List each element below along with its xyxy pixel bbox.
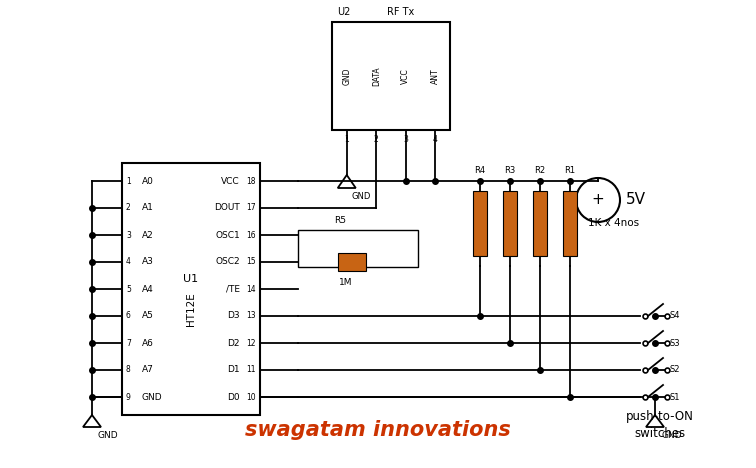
Text: S1: S1	[669, 393, 680, 402]
Bar	[338, 253, 366, 271]
Text: ANT: ANT	[431, 68, 440, 84]
Text: +: +	[592, 192, 604, 207]
Text: 1M: 1M	[339, 278, 353, 287]
Text: 4: 4	[433, 135, 438, 144]
Text: VCC: VCC	[401, 68, 411, 84]
Text: A1: A1	[142, 204, 154, 212]
Text: R1: R1	[565, 166, 575, 175]
Text: DATA: DATA	[372, 66, 381, 86]
Text: HT12E: HT12E	[186, 292, 196, 326]
Bar	[332, 22, 450, 130]
Text: 2: 2	[374, 135, 379, 144]
Text: 18: 18	[246, 176, 256, 185]
Text: push-to-ON
switches: push-to-ON switches	[626, 410, 694, 440]
Text: 10: 10	[246, 393, 256, 402]
Text: S2: S2	[669, 366, 680, 374]
Text: S4: S4	[669, 312, 680, 321]
Text: 13: 13	[246, 312, 256, 321]
Text: A4: A4	[142, 285, 153, 293]
Text: D3: D3	[228, 312, 240, 321]
Bar	[122, 163, 260, 415]
Text: 16: 16	[246, 231, 256, 240]
Text: DOUT: DOUT	[214, 204, 240, 212]
Text: 15: 15	[246, 257, 256, 266]
Text: 1: 1	[126, 176, 131, 185]
Text: 12: 12	[246, 338, 256, 348]
Text: S3: S3	[669, 338, 680, 348]
Bar	[563, 191, 577, 256]
Text: A5: A5	[142, 312, 154, 321]
Text: GND: GND	[342, 67, 352, 85]
Text: R3: R3	[504, 166, 516, 175]
Bar	[533, 191, 547, 256]
Text: 1: 1	[345, 135, 349, 144]
Text: 5: 5	[126, 285, 131, 293]
Text: OSC2: OSC2	[215, 257, 240, 266]
Text: R5: R5	[334, 216, 346, 225]
Text: GND: GND	[142, 393, 163, 402]
Text: A3: A3	[142, 257, 154, 266]
Text: A7: A7	[142, 366, 154, 374]
Text: OSC1: OSC1	[215, 231, 240, 240]
Text: R4: R4	[475, 166, 485, 175]
Text: 14: 14	[246, 285, 256, 293]
Text: 2: 2	[126, 204, 131, 212]
Text: D2: D2	[228, 338, 240, 348]
Text: 1K x 4nos: 1K x 4nos	[588, 219, 639, 228]
Text: R2: R2	[534, 166, 546, 175]
Text: U2: U2	[337, 7, 350, 17]
Text: VCC: VCC	[222, 176, 240, 185]
Text: D0: D0	[228, 393, 240, 402]
Text: RF Tx: RF Tx	[387, 7, 414, 17]
Text: 4: 4	[126, 257, 131, 266]
Text: GND: GND	[661, 431, 682, 440]
Text: A6: A6	[142, 338, 154, 348]
Text: 3: 3	[403, 135, 408, 144]
Text: 6: 6	[126, 312, 131, 321]
Text: swagatam innovations: swagatam innovations	[245, 420, 511, 440]
Text: 9: 9	[126, 393, 131, 402]
Text: 7: 7	[126, 338, 131, 348]
Text: 3: 3	[126, 231, 131, 240]
Text: 17: 17	[246, 204, 256, 212]
Bar	[503, 191, 517, 256]
Bar	[473, 191, 487, 256]
Text: GND: GND	[98, 431, 119, 440]
Text: 11: 11	[246, 366, 256, 374]
Text: D1: D1	[228, 366, 240, 374]
Text: 8: 8	[126, 366, 131, 374]
Text: GND: GND	[352, 192, 371, 201]
Text: A0: A0	[142, 176, 154, 185]
Bar	[298, 230, 418, 267]
Text: U1: U1	[184, 274, 199, 284]
Text: A2: A2	[142, 231, 153, 240]
Text: 5V: 5V	[626, 192, 646, 207]
Text: /TE: /TE	[226, 285, 240, 293]
